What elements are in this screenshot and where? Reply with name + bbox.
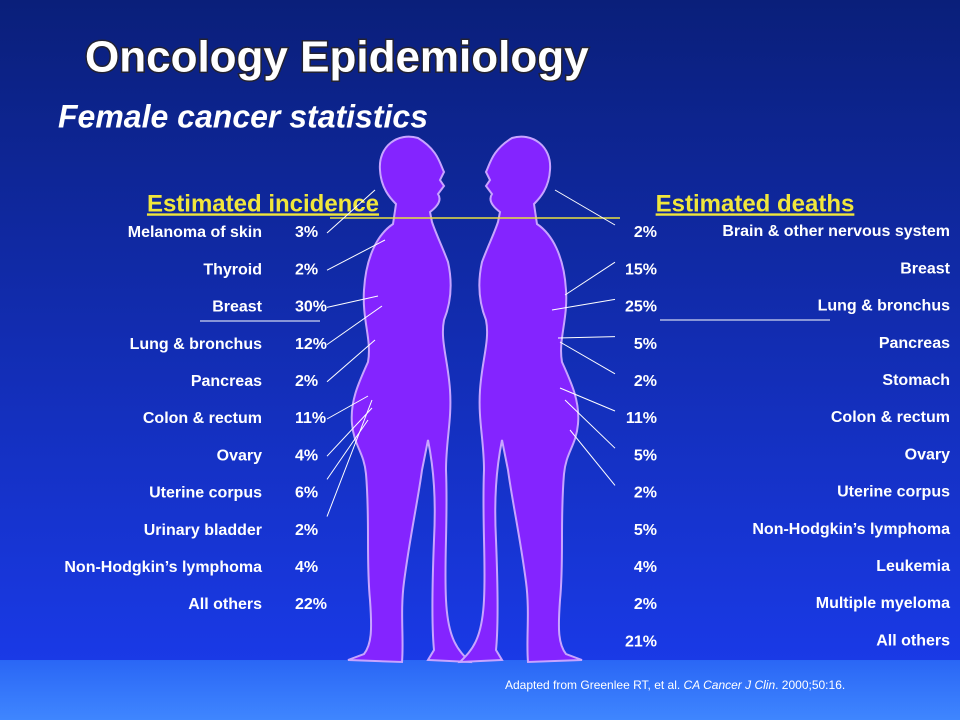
footer-band xyxy=(0,660,960,720)
incidence-label: Pancreas xyxy=(191,373,262,390)
citation-text: Adapted from Greenlee RT, et al. xyxy=(505,678,684,692)
subtitle: Female cancer statistics xyxy=(58,98,428,134)
deaths-label: Leukemia xyxy=(876,558,950,575)
deaths-label: Breast xyxy=(900,260,950,277)
incidence-percent: 11% xyxy=(295,410,326,427)
connector xyxy=(564,261,616,296)
incidence-percent: 30% xyxy=(295,299,327,316)
citation-text: . 2000;50:16. xyxy=(775,678,845,692)
incidence-label: Colon & rectum xyxy=(143,410,262,427)
incidence-label: Uterine corpus xyxy=(149,485,262,502)
incidence-percent: 12% xyxy=(295,336,327,353)
deaths-percent: 15% xyxy=(625,261,657,278)
connector xyxy=(559,341,616,375)
deaths-percent: 5% xyxy=(634,336,657,353)
incidence-label: Breast xyxy=(212,299,262,316)
citation-journal: CA Cancer J Clin xyxy=(684,678,776,692)
incidence-percent: 6% xyxy=(295,485,318,502)
title: Oncology Epidemiology xyxy=(85,33,589,82)
deaths-label: Uterine corpus xyxy=(837,484,950,501)
connector xyxy=(326,407,373,457)
connector xyxy=(564,399,616,449)
deaths-label: Ovary xyxy=(905,446,950,463)
connector xyxy=(569,429,616,486)
deaths-label: Lung & bronchus xyxy=(818,298,951,315)
deaths-percent: 5% xyxy=(634,447,657,464)
connector xyxy=(326,239,386,271)
deaths-percent: 11% xyxy=(626,410,657,427)
incidence-percent: 4% xyxy=(295,559,318,576)
deaths-percent: 2% xyxy=(634,373,657,390)
incidence-percent: 2% xyxy=(295,373,318,390)
connector xyxy=(326,339,376,383)
incidence-label: Ovary xyxy=(217,447,262,464)
incidence-label: Urinary bladder xyxy=(144,522,262,539)
deaths-label: Multiple myeloma xyxy=(816,595,950,612)
deaths-label: Colon & rectum xyxy=(831,409,950,426)
incidence-percent: 3% xyxy=(295,224,318,241)
deaths-percent: 2% xyxy=(634,596,657,613)
citation: Adapted from Greenlee RT, et al. CA Canc… xyxy=(505,678,845,692)
deaths-label: All others xyxy=(876,632,950,649)
connector xyxy=(326,395,369,420)
incidence-label: Non-Hodgkin’s lymphoma xyxy=(64,559,262,576)
connector xyxy=(554,189,616,226)
deaths-percent: 2% xyxy=(634,485,657,502)
incidence-label: Melanoma of skin xyxy=(128,224,262,241)
deaths-label: Stomach xyxy=(882,372,950,389)
incidence-label: All others xyxy=(188,596,262,613)
deaths-percent: 4% xyxy=(634,559,657,576)
deaths-label: Non-Hodgkin’s lymphoma xyxy=(752,521,950,538)
connector xyxy=(557,336,616,339)
connector xyxy=(559,387,616,412)
deaths-label: Pancreas xyxy=(879,335,950,352)
connector xyxy=(326,399,373,517)
connector xyxy=(326,189,376,234)
deaths-label: Brain & other nervous system xyxy=(722,223,950,240)
deaths-percent: 25% xyxy=(625,299,657,316)
connector xyxy=(326,419,369,480)
connector xyxy=(326,305,383,346)
deaths-percent: 2% xyxy=(634,224,657,241)
deaths-heading: Estimated deaths xyxy=(656,190,855,217)
incidence-percent: 2% xyxy=(295,522,318,539)
incidence-heading: Estimated incidence xyxy=(147,190,379,217)
incidence-percent: 4% xyxy=(295,447,318,464)
incidence-label: Thyroid xyxy=(203,261,262,278)
incidence-percent: 2% xyxy=(295,261,318,278)
rows: Melanoma of skin 3% Thyroid 2% Breast 30% Lung… xyxy=(64,189,951,650)
incidence-label: Lung & bronchus xyxy=(130,336,263,353)
connector xyxy=(326,295,379,308)
deaths-percent: 21% xyxy=(625,633,657,650)
incidence-percent: 22% xyxy=(295,596,327,613)
deaths-percent: 5% xyxy=(634,522,657,539)
connector xyxy=(551,298,616,311)
